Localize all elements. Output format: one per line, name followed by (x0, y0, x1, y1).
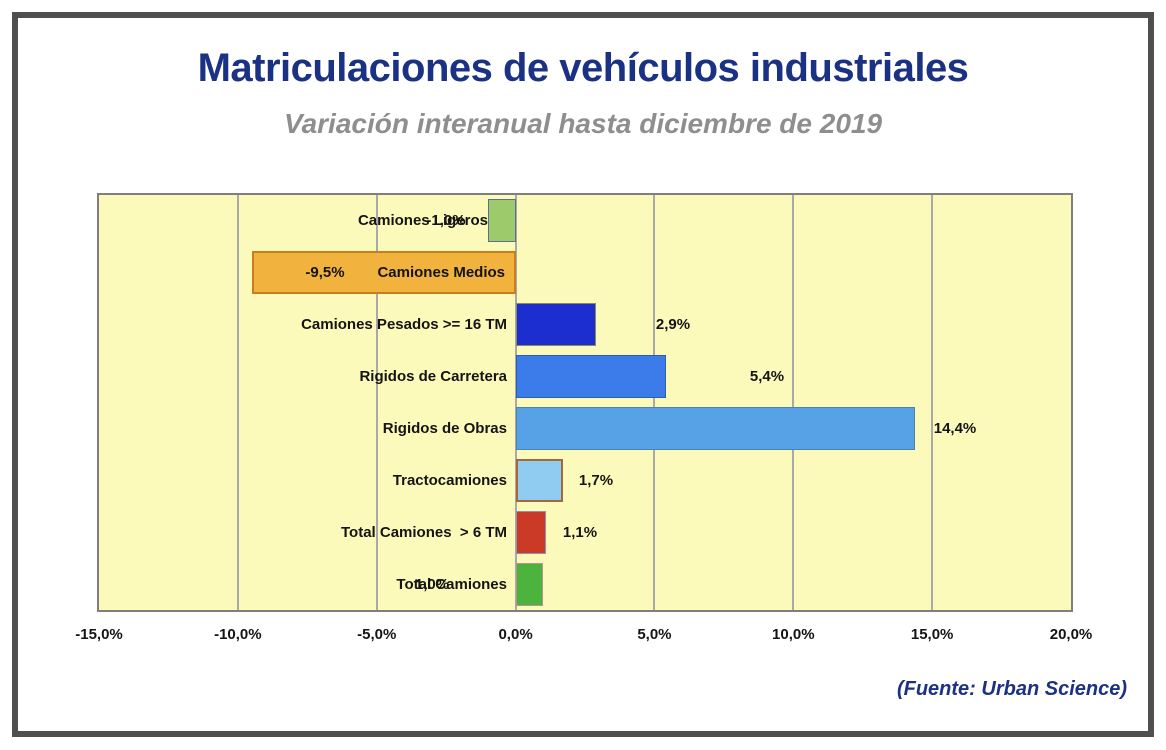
page-subtitle: Variación interanual hasta diciembre de … (283, 108, 883, 139)
gridline (236, 195, 239, 610)
x-tick-label: 0,0% (498, 626, 533, 643)
value-label: 5,4% (749, 368, 785, 386)
bar-total-camiones-6-tm (515, 510, 547, 554)
value-label: 14,4% (933, 419, 977, 437)
x-tick-label: -5,0% (357, 626, 397, 643)
bar-camiones-pesados-16-tm (515, 303, 597, 347)
gridline (792, 195, 795, 610)
category-label: Tractocamiones (392, 471, 507, 489)
gridline (375, 195, 378, 610)
source-credit: (Fuente: Urban Science) (896, 678, 1127, 700)
bar-total-camiones (515, 562, 544, 606)
value-label: 1,0% (414, 575, 450, 593)
gridline (653, 195, 656, 610)
bar-tractocamiones (515, 458, 563, 502)
category-label: Camiones Ligeros (357, 212, 488, 230)
x-tick-label: -10,0% (214, 626, 262, 643)
bar-camiones-medios (251, 251, 516, 295)
category-label: Total Camiones (396, 575, 507, 593)
bar-rigidos-de-obras (515, 406, 916, 450)
category-label: Rigidos de Obras (382, 419, 507, 437)
x-tick-label: 15,0% (910, 626, 954, 643)
category-label: Camiones Pesados >= 16 TM (301, 316, 507, 334)
gridline (514, 195, 517, 610)
value-label: 1,7% (578, 471, 614, 489)
value-label: -1,0% (426, 212, 466, 230)
x-tick-label: 5,0% (637, 626, 672, 643)
bar-camiones-ligeros (487, 199, 516, 243)
bar-rigidos-de-carretera (515, 355, 666, 399)
value-label: 2,9% (655, 316, 691, 334)
x-tick-label: 10,0% (772, 626, 815, 643)
category-label: Camiones Medios (377, 264, 505, 282)
value-label: 1,1% (562, 523, 598, 541)
category-label: Rigidos de Carretera (359, 368, 507, 386)
page-title: Matriculaciones de vehículos industriale… (197, 46, 969, 90)
x-tick-label: 20,0% (1049, 626, 1093, 643)
category-label: Total Camiones > 6 TM (340, 523, 507, 541)
gridline (931, 195, 934, 610)
x-tick-label: -15,0% (75, 626, 123, 643)
plot-area: Camiones Ligeros -1,0% Camiones Medios -9,5… (97, 193, 1073, 612)
value-label: -9,5% (305, 264, 345, 282)
